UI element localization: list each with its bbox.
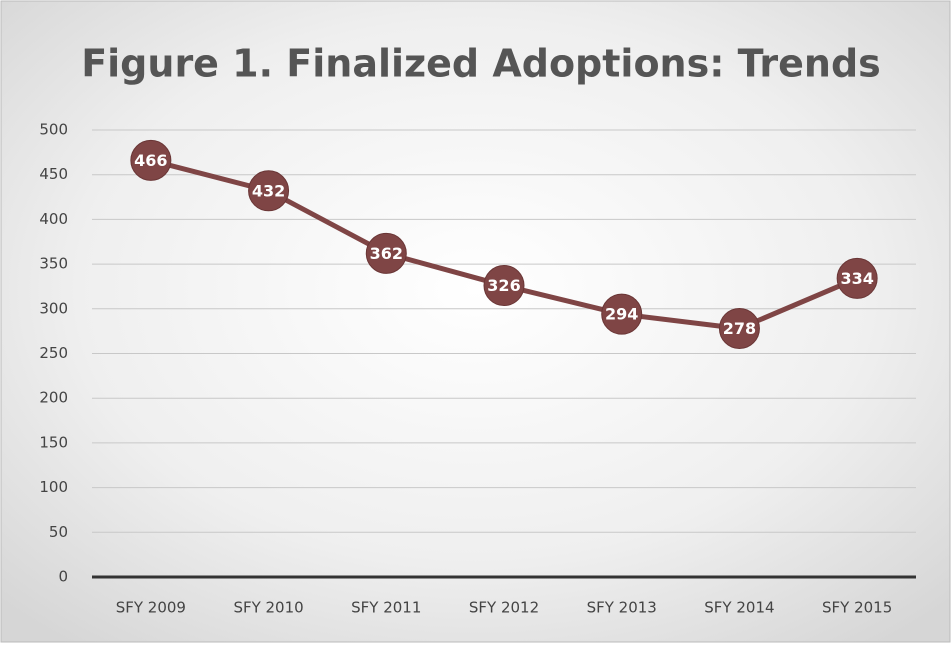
marker xyxy=(836,257,878,299)
y-tick-label: 500 xyxy=(39,121,68,139)
data-label: 326 xyxy=(487,276,520,295)
marker xyxy=(483,265,525,307)
data-label: 466 xyxy=(134,151,167,170)
y-tick-label: 200 xyxy=(39,389,68,407)
y-tick-label: 450 xyxy=(39,165,68,183)
y-tick-label: 150 xyxy=(39,433,68,451)
x-tick-label: SFY 2012 xyxy=(469,599,539,617)
chart-title: Figure 1. Finalized Adoptions: Trends xyxy=(81,42,881,86)
data-label: 362 xyxy=(370,244,403,263)
y-tick-label: 50 xyxy=(49,523,68,541)
x-tick-label: SFY 2010 xyxy=(233,599,303,617)
y-tick-label: 0 xyxy=(58,568,68,586)
marker xyxy=(248,170,290,212)
marker xyxy=(718,307,760,349)
x-tick-label: SFY 2014 xyxy=(704,599,774,617)
x-tick-label: SFY 2011 xyxy=(351,599,421,617)
marker xyxy=(365,232,407,274)
y-tick-label: 300 xyxy=(39,299,68,317)
marker xyxy=(601,293,643,335)
data-label: 334 xyxy=(840,269,873,288)
y-tick-label: 100 xyxy=(39,478,68,496)
data-label: 278 xyxy=(723,319,756,338)
y-tick-label: 400 xyxy=(39,210,68,228)
x-tick-label: SFY 2015 xyxy=(822,599,892,617)
data-label: 294 xyxy=(605,305,638,324)
marker xyxy=(130,139,172,181)
x-tick-label: SFY 2013 xyxy=(587,599,657,617)
data-label: 432 xyxy=(252,181,285,200)
y-tick-label: 350 xyxy=(39,255,68,273)
x-tick-label: SFY 2009 xyxy=(116,599,186,617)
y-tick-label: 250 xyxy=(39,344,68,362)
